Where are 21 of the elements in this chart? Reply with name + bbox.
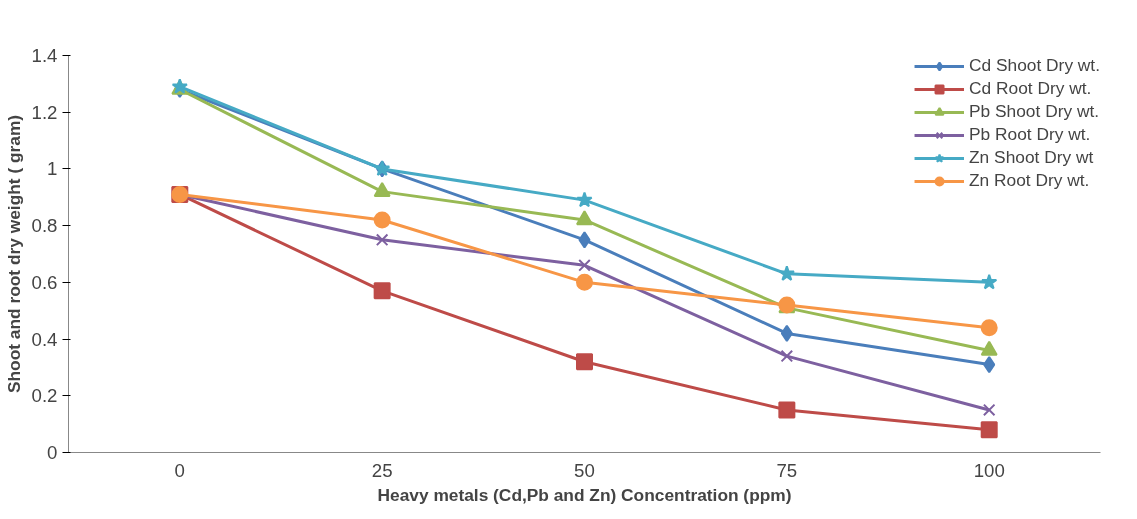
y-tick-label: 0.4 [31, 328, 58, 350]
legend-label: Cd Shoot Dry wt. [969, 55, 1100, 76]
x-tick-label: 75 [776, 459, 798, 481]
y-tick-label: 1 [47, 158, 58, 180]
x-tick-label: 25 [371, 459, 393, 481]
legend-label: Zn Root Dry wt. [969, 170, 1090, 191]
legend-label: Pb Root Dry wt. [969, 124, 1091, 145]
x-axis-title: Heavy metals (Cd,Pb and Zn) Concentration (ppm) [377, 484, 792, 505]
y-tick-label: 0.6 [31, 271, 58, 293]
y-axis-title: Shoot and root dry weight ( gram) [3, 114, 24, 394]
y-tick-label: 0 [47, 442, 58, 463]
y-tick-label: 0.8 [31, 215, 58, 237]
x-tick-label: 50 [574, 459, 595, 481]
legend-label: Cd Root Dry wt. [969, 78, 1092, 99]
y-tick-label: 1.2 [31, 101, 58, 123]
legend-label: Pb Shoot Dry wt. [969, 101, 1100, 122]
legend-label: Zn Shoot Dry wt [969, 147, 1094, 168]
x-tick-label: 0 [174, 459, 185, 481]
x-tick-label: 100 [973, 459, 1005, 481]
y-tick-label: 0.2 [31, 385, 58, 407]
y-tick-label: 1.4 [31, 45, 58, 66]
